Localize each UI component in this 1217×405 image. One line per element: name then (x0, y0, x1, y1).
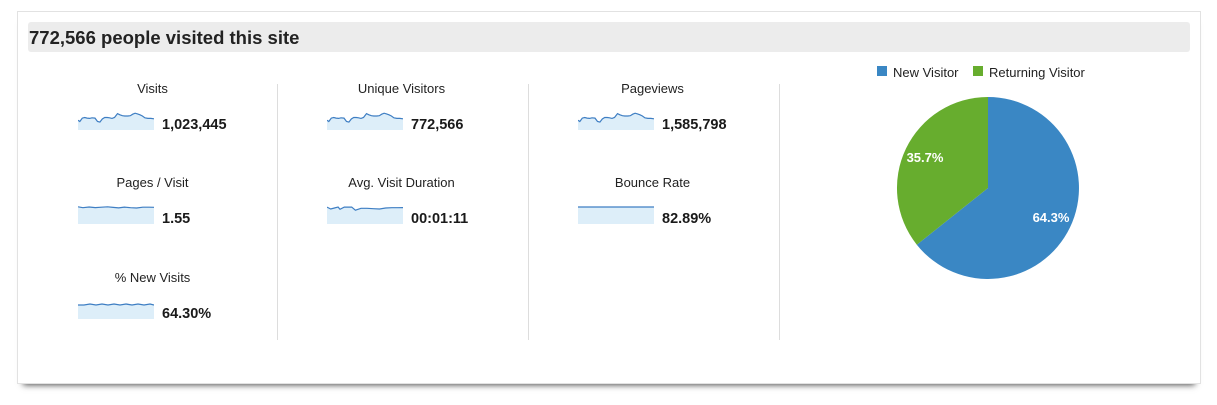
svg-text:64.3%: 64.3% (1033, 210, 1070, 225)
svg-text:35.7%: 35.7% (907, 150, 944, 165)
